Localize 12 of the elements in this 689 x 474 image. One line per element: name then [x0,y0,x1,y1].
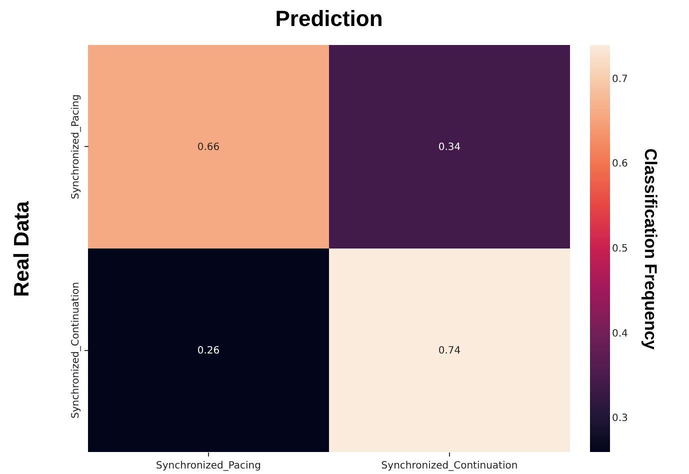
data-label: 0.66 [197,142,220,153]
data-label: 0.74 [438,345,461,356]
color-bar-label: 0.3 [612,413,628,424]
color-bar-label: 0.5 [612,244,628,254]
color-bar-label: 0.6 [612,158,628,170]
color-bar-title: Classification Frequency [641,148,660,350]
color-bar-label: 0.4 [612,328,628,340]
color-bar-label: 0.7 [612,74,628,85]
data-label: 0.34 [438,142,461,153]
y-axis-title: Real Data [10,200,34,297]
chart-title: Prediction [275,6,383,31]
data-label: 0.26 [197,345,220,356]
